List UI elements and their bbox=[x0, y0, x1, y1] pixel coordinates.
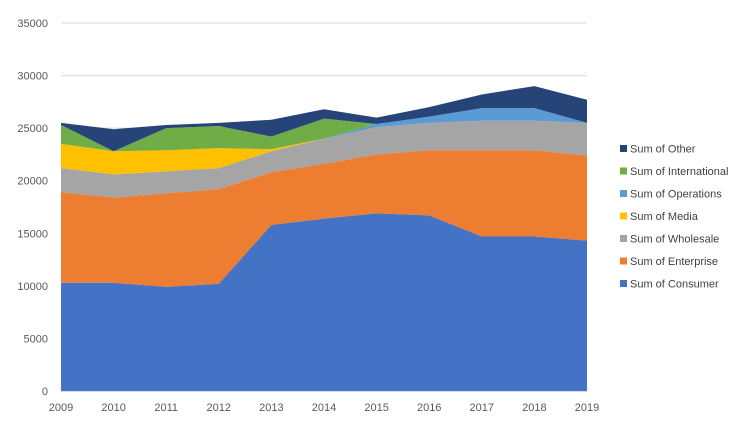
legend-swatch bbox=[620, 235, 627, 242]
area-sum-of-enterprise bbox=[61, 150, 587, 287]
x-tick-label: 2016 bbox=[417, 402, 441, 414]
x-tick-label: 2012 bbox=[207, 402, 231, 414]
y-tick-label: 35000 bbox=[17, 18, 48, 30]
legend-swatch bbox=[620, 145, 627, 152]
legend-label: Sum of Enterprise bbox=[630, 256, 718, 268]
axes: 0 5000 10000 15000 20000 25000 30000 35000 2009 2… bbox=[17, 18, 599, 414]
legend-label: Sum of Media bbox=[630, 211, 699, 223]
legend-swatch bbox=[620, 257, 627, 265]
legend-label: Sum of Consumer bbox=[630, 279, 719, 291]
area-sum-of-other bbox=[61, 86, 587, 152]
legend-swatch bbox=[620, 280, 627, 287]
area-sum-of-international bbox=[61, 108, 587, 152]
y-tick-label: 0 bbox=[42, 386, 48, 398]
x-tick-label: 2018 bbox=[522, 402, 546, 414]
series-areas bbox=[61, 86, 587, 391]
x-tick-label: 2013 bbox=[259, 402, 283, 414]
x-tick-label: 2009 bbox=[49, 402, 73, 414]
area-sum-of-consumer bbox=[61, 213, 587, 391]
y-tick-label: 10000 bbox=[17, 281, 48, 293]
area-sum-of-media bbox=[61, 120, 587, 175]
y-tick-label: 25000 bbox=[17, 123, 48, 135]
legend-swatch bbox=[620, 190, 627, 197]
legend-swatch bbox=[620, 212, 627, 220]
x-tick-label: 2010 bbox=[101, 402, 125, 414]
area-sum-of-operations bbox=[61, 108, 587, 152]
legend-label: Sum of International bbox=[630, 166, 728, 178]
area-sum-of-wholesale bbox=[61, 120, 587, 198]
y-tick-label: 20000 bbox=[17, 176, 48, 188]
x-tick-label: 2019 bbox=[575, 402, 599, 414]
x-tick-label: 2014 bbox=[312, 402, 336, 414]
legend-label: Sum of Operations bbox=[630, 189, 722, 201]
legend: Sum of Other Sum of International Sum of O… bbox=[620, 144, 728, 291]
x-tick-label: 2015 bbox=[364, 402, 388, 414]
legend-swatch bbox=[620, 167, 627, 175]
legend-label: Sum of Wholesale bbox=[630, 234, 719, 246]
legend-label: Sum of Other bbox=[630, 144, 696, 156]
x-tick-label: 2011 bbox=[154, 402, 178, 414]
y-tick-label: 30000 bbox=[17, 71, 48, 83]
y-tick-label: 5000 bbox=[24, 333, 48, 345]
x-tick-label: 2017 bbox=[470, 402, 494, 414]
y-tick-label: 15000 bbox=[17, 228, 48, 240]
